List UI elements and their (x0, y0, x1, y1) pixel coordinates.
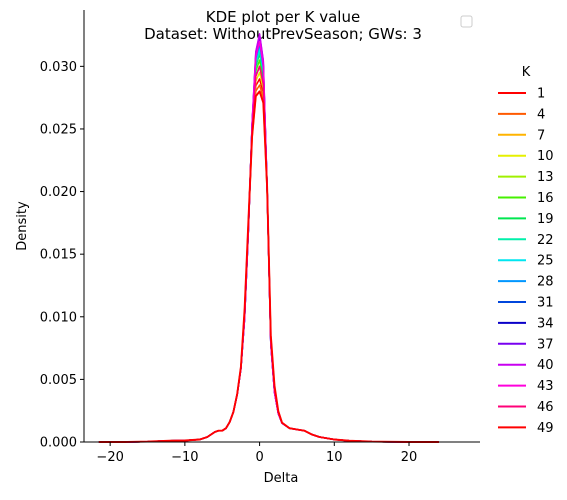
legend-label: 1 (537, 87, 545, 102)
y-tick-label: 0.030 (40, 60, 77, 75)
legend-label: 7 (537, 128, 545, 143)
legend-label: 16 (537, 191, 554, 206)
legend-label: 49 (537, 421, 554, 436)
y-tick-label: 0.015 (40, 248, 77, 263)
series-line-k49 (98, 90, 439, 443)
legend-label: 28 (537, 275, 554, 290)
y-axis-ticks: 0.000 0.005 0.010 0.015 0.020 0.025 0.030 (40, 60, 84, 451)
legend-label: 13 (537, 170, 554, 185)
y-tick-label: 0.000 (40, 436, 77, 451)
y-tick-label: 0.020 (40, 185, 77, 200)
series-lines (98, 33, 439, 443)
x-tick-label: 10 (326, 450, 343, 465)
x-axis-ticks: −20 −10 0 10 20 (96, 442, 417, 465)
empty-legend-box (460, 15, 473, 28)
legend-label: 25 (537, 254, 554, 269)
legend-label: 10 (537, 149, 554, 164)
y-tick-label: 0.005 (40, 373, 77, 388)
legend-label: 40 (537, 358, 554, 373)
x-tick-label: −20 (96, 450, 123, 465)
x-tick-label: 0 (255, 450, 263, 465)
legend-label: 19 (537, 212, 554, 227)
x-tick-label: 20 (401, 450, 418, 465)
y-tick-label: 0.010 (40, 310, 77, 325)
x-axis-label: Delta (264, 471, 299, 486)
legend-label: 31 (537, 296, 554, 311)
chart-title: KDE plot per K value (206, 8, 360, 26)
legend: 1 4 7 10 13 16 19 22 25 28 31 34 37 40 43 46 49 (498, 87, 554, 436)
x-tick-label: −10 (171, 450, 198, 465)
legend-label: 22 (537, 233, 554, 248)
y-axis-label: Density (15, 201, 30, 251)
legend-label: 4 (537, 107, 545, 122)
legend-label: 37 (537, 337, 554, 352)
y-tick-label: 0.025 (40, 122, 77, 137)
legend-title: K (522, 65, 531, 80)
legend-label: 46 (537, 400, 554, 415)
legend-label: 43 (537, 379, 554, 394)
chart-subtitle: Dataset: WithoutPrevSeason; GWs: 3 (144, 25, 422, 43)
legend-label: 34 (537, 316, 554, 331)
